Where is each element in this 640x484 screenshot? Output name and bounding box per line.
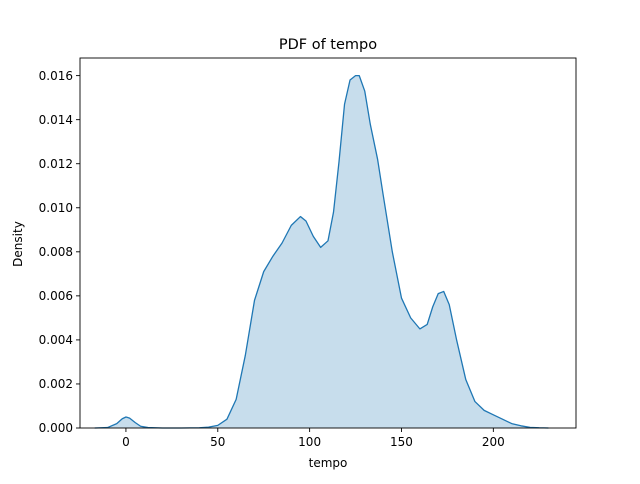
- axis-ticks: 0 50 100 150 200 0.000 0.002 0.004 0.006 0.008 0.0…: [39, 69, 505, 449]
- x-tick-label: 200: [482, 435, 505, 449]
- y-tick-label: 0.000: [39, 421, 73, 435]
- y-tick-label: 0.006: [39, 289, 73, 303]
- x-tick-label: 150: [390, 435, 413, 449]
- density-area-0: [94, 75, 549, 429]
- y-tick-label: 0.016: [39, 69, 73, 83]
- y-tick-label: 0.008: [39, 245, 73, 259]
- y-tick-label: 0.010: [39, 201, 73, 215]
- y-tick-label: 0.012: [39, 157, 73, 171]
- chart-title: PDF of tempo: [279, 37, 377, 53]
- y-axis-label: Density: [11, 221, 25, 267]
- x-axis-label: tempo: [309, 456, 348, 470]
- x-tick-label: 0: [122, 435, 130, 449]
- x-tick-label: 100: [298, 435, 321, 449]
- plot-frame: [79, 57, 577, 429]
- y-tick-label: 0.004: [39, 333, 73, 347]
- x-tick-label: 50: [210, 435, 225, 449]
- y-tick-label: 0.002: [39, 377, 73, 391]
- y-tick-label: 0.014: [39, 113, 73, 127]
- plot-area: [79, 57, 577, 429]
